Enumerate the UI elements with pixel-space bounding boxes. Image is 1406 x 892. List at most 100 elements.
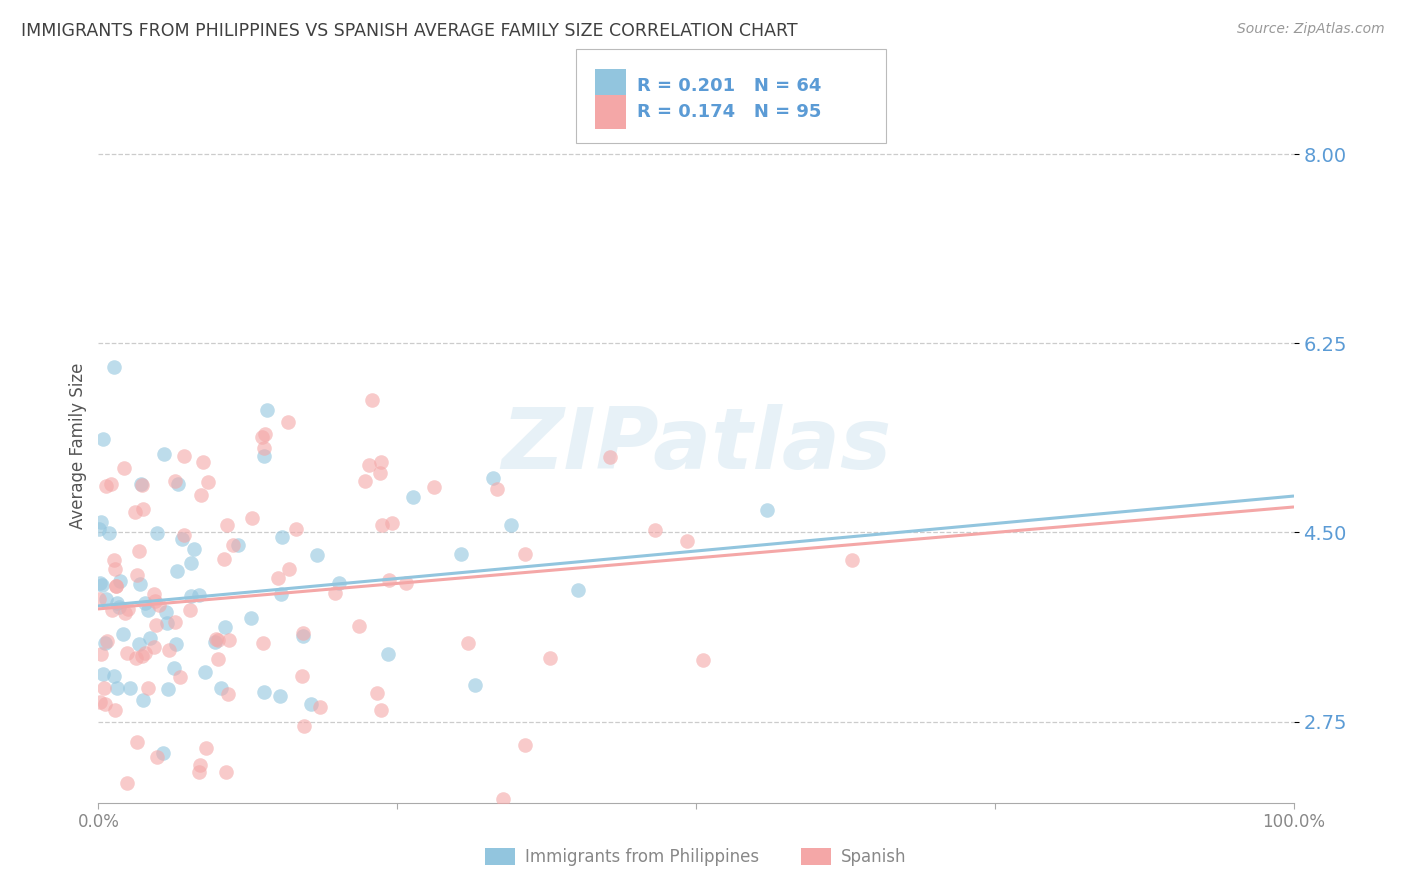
Point bbox=[180, 589, 202, 603]
Point bbox=[370, 455, 392, 469]
Point bbox=[194, 665, 217, 680]
Point bbox=[156, 681, 179, 696]
Point bbox=[692, 653, 714, 667]
Point bbox=[132, 692, 155, 706]
Point bbox=[173, 450, 195, 464]
Point bbox=[166, 637, 188, 651]
Point bbox=[103, 669, 125, 683]
Point bbox=[100, 602, 122, 616]
Point bbox=[190, 488, 212, 502]
Point bbox=[94, 479, 117, 493]
Point bbox=[131, 478, 153, 492]
Point bbox=[256, 402, 278, 417]
Point bbox=[117, 602, 139, 616]
Y-axis label: Average Family Size: Average Family Size bbox=[69, 363, 87, 529]
Point bbox=[125, 830, 148, 844]
Text: IMMIGRANTS FROM PHILIPPINES VS SPANISH AVERAGE FAMILY SIZE CORRELATION CHART: IMMIGRANTS FROM PHILIPPINES VS SPANISH A… bbox=[21, 22, 797, 40]
Point bbox=[491, 791, 513, 805]
Point bbox=[841, 552, 863, 566]
Point bbox=[371, 518, 394, 533]
Point bbox=[513, 739, 536, 753]
Text: ZIPatlas: ZIPatlas bbox=[501, 404, 891, 488]
Point bbox=[377, 647, 399, 661]
Point bbox=[291, 626, 314, 640]
Point bbox=[138, 632, 160, 646]
Point bbox=[136, 603, 159, 617]
Point bbox=[299, 698, 322, 712]
Point bbox=[112, 460, 135, 475]
Point bbox=[94, 591, 117, 606]
Point bbox=[143, 640, 166, 655]
Point bbox=[146, 525, 169, 540]
Point bbox=[291, 629, 314, 643]
Point bbox=[253, 684, 276, 698]
Point bbox=[567, 582, 589, 597]
Point bbox=[215, 518, 238, 533]
Point bbox=[108, 600, 131, 615]
Point bbox=[253, 450, 276, 464]
Point bbox=[513, 547, 536, 561]
Point bbox=[166, 564, 188, 578]
Point bbox=[115, 646, 138, 660]
Point bbox=[368, 467, 391, 481]
Point bbox=[98, 526, 121, 541]
Point bbox=[270, 530, 292, 544]
Point bbox=[209, 681, 232, 696]
Point bbox=[152, 746, 174, 760]
Point bbox=[163, 661, 186, 675]
Point bbox=[538, 651, 561, 665]
Point bbox=[270, 587, 292, 601]
Point bbox=[90, 515, 112, 529]
Point bbox=[499, 517, 522, 532]
Point bbox=[148, 598, 170, 612]
Point bbox=[93, 681, 115, 695]
Point bbox=[267, 570, 290, 584]
Point bbox=[118, 681, 141, 696]
Point bbox=[157, 642, 180, 657]
Point bbox=[254, 427, 277, 442]
Point bbox=[353, 475, 375, 489]
Point bbox=[146, 749, 169, 764]
Point bbox=[134, 646, 156, 660]
Point bbox=[195, 740, 218, 755]
Point bbox=[188, 764, 211, 779]
Point bbox=[114, 606, 136, 620]
Point bbox=[366, 686, 388, 700]
Point bbox=[145, 594, 167, 608]
Point bbox=[207, 652, 229, 666]
Point bbox=[307, 549, 329, 563]
Point bbox=[197, 475, 219, 490]
Point bbox=[402, 491, 425, 505]
Point bbox=[328, 576, 350, 591]
Point bbox=[93, 636, 115, 650]
Point bbox=[110, 574, 132, 589]
Legend: Immigrants from Philippines, Spanish: Immigrants from Philippines, Spanish bbox=[478, 841, 914, 873]
Point bbox=[96, 634, 118, 648]
Point bbox=[214, 620, 236, 634]
Point bbox=[103, 552, 125, 566]
Point bbox=[91, 578, 114, 592]
Point bbox=[155, 605, 177, 619]
Point bbox=[450, 547, 472, 561]
Point bbox=[103, 360, 125, 375]
Point bbox=[145, 618, 167, 632]
Point bbox=[464, 678, 486, 692]
Point bbox=[125, 568, 148, 582]
Point bbox=[103, 562, 125, 576]
Point bbox=[240, 511, 263, 525]
Point bbox=[290, 668, 312, 682]
Point bbox=[153, 447, 176, 461]
Point bbox=[284, 522, 307, 536]
Point bbox=[132, 501, 155, 516]
Point bbox=[370, 703, 392, 717]
Point bbox=[755, 503, 778, 517]
Point bbox=[269, 689, 291, 703]
Point bbox=[91, 432, 114, 446]
Point bbox=[105, 579, 128, 593]
Point bbox=[457, 636, 479, 650]
Point bbox=[309, 699, 332, 714]
Point bbox=[87, 522, 110, 536]
Point bbox=[204, 632, 226, 646]
Point bbox=[250, 430, 273, 444]
Point bbox=[252, 635, 274, 649]
